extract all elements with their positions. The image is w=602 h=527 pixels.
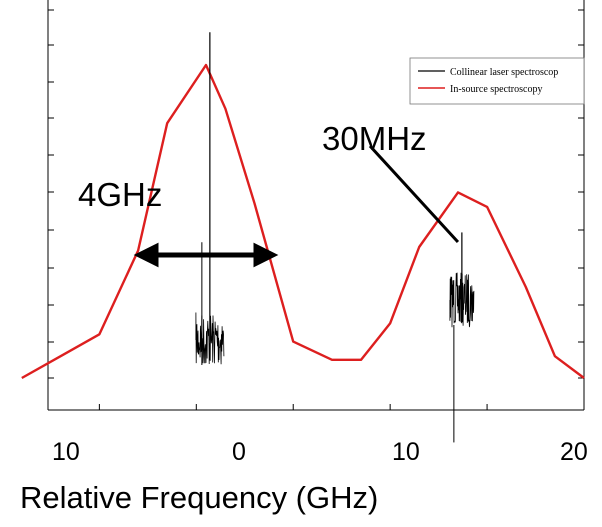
legend-label-collinear: Collinear laser spectroscop (450, 67, 558, 78)
legend-box (409, 57, 585, 105)
annotation-30mhz: 30MHz (322, 120, 427, 157)
legend: Collinear laser spectroscop In-source sp… (409, 57, 585, 105)
legend-label-insource: In-source spectroscopy (450, 84, 542, 95)
x-tick-label-0: 10 (52, 438, 80, 466)
annotation-4ghz: 4GHz (78, 176, 162, 213)
x-ticks: 10 0 10 20 (52, 404, 588, 466)
series-layer (21, 32, 585, 443)
x-tick-label-2: 10 (392, 438, 420, 466)
x-tick-label-3: 20 (560, 438, 588, 466)
x-tick-label-1: 0 (232, 438, 246, 466)
series-in-source-line (21, 63, 585, 380)
y-ticks (48, 9, 584, 379)
x-axis-title: Relative Frequency (GHz) (20, 480, 378, 515)
pointer-line-30mhz (368, 144, 460, 244)
annotation-layer: 4GHz 30MHz (78, 120, 460, 268)
